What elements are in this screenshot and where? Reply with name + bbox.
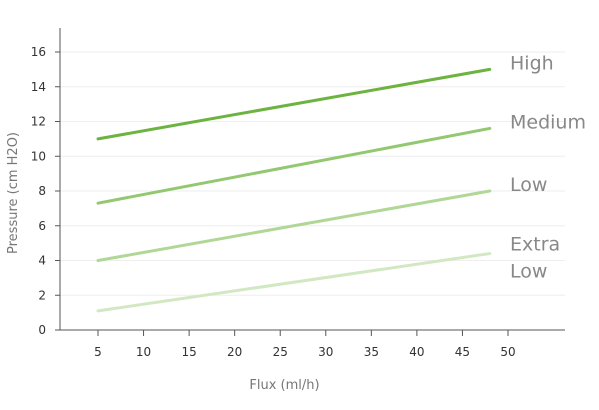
y-tick-label: 16 [31,45,46,59]
x-tick-label: 30 [318,345,333,359]
ticks: 0 2 4 6 8 10 12 14 16 5 10 15 20 25 30 35 40 45 50 [31,45,516,359]
x-tick-label: 45 [455,345,470,359]
x-tick-label: 10 [136,345,151,359]
series-labels: High Medium Low Extra Low [510,52,586,282]
axes [59,28,565,331]
y-tick-label: 6 [38,219,46,233]
y-tick-label: 12 [31,115,46,129]
series-line-medium [96,126,492,205]
x-tick-label: 40 [409,345,424,359]
x-tick-label: 50 [500,345,515,359]
series-label: Medium [510,111,586,133]
y-tick-label: 14 [31,80,46,94]
x-tick-label: 35 [364,345,379,359]
x-tick-label: 15 [181,345,196,359]
y-tick-label: 0 [38,323,46,337]
series-label: Low [510,174,547,196]
series-label: Extra [510,234,560,256]
y-tick-label: 10 [31,149,46,163]
series-label: Low [510,261,547,283]
x-tick-label: 5 [94,345,102,359]
series-group [96,67,492,313]
series-line-high [96,67,492,141]
y-tick-label: 8 [38,184,46,198]
y-tick-label: 4 [38,254,46,268]
series-line-low [96,189,492,262]
x-tick-label: 20 [227,345,242,359]
grid [60,51,565,296]
x-tick-label: 25 [273,345,288,359]
series-label: High [510,52,554,74]
series-line-extra-low [96,252,492,313]
y-tick-label: 2 [38,288,46,302]
x-axis-title: Flux (ml/h) [249,378,319,393]
y-axis-title: Pressure (cm H2O) [6,132,21,254]
